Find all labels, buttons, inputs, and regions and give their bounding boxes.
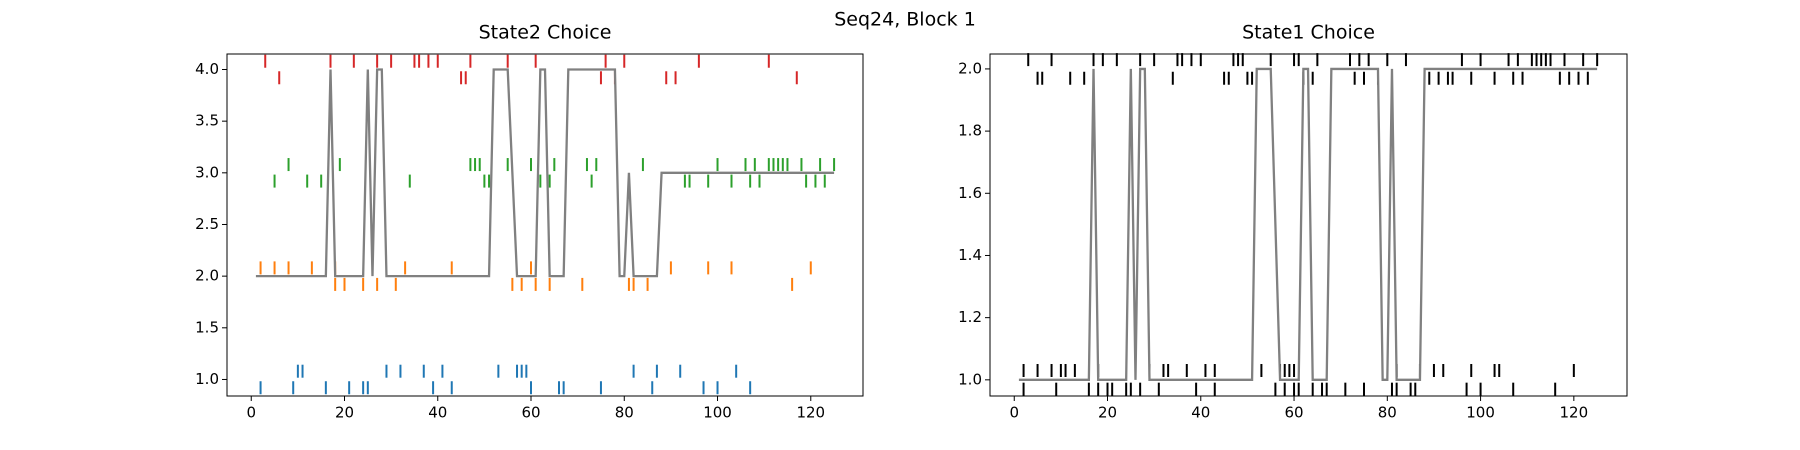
x-tick-label: 0 xyxy=(1009,404,1019,422)
x-tick-label: 60 xyxy=(521,404,540,422)
x-tick-label: 0 xyxy=(246,404,256,422)
figure-title: Seq24, Block 1 xyxy=(834,9,976,31)
y-tick-label: 3.0 xyxy=(195,163,219,181)
y-tick-label: 2.5 xyxy=(195,215,219,233)
choice-line xyxy=(255,68,835,278)
y-tick-label: 2.0 xyxy=(958,59,982,77)
y-tick-label: 4.0 xyxy=(195,60,219,78)
y-tick-label: 1.0 xyxy=(958,370,982,388)
x-tick-label: 20 xyxy=(335,404,354,422)
y-tick-label: 2.0 xyxy=(195,267,219,285)
y-tick-label: 1.8 xyxy=(958,122,982,140)
x-tick-label: 120 xyxy=(796,404,825,422)
y-tick-label: 3.5 xyxy=(195,112,219,130)
x-tick-label: 80 xyxy=(1378,404,1397,422)
x-tick-label: 80 xyxy=(615,404,634,422)
y-tick-label: 1.5 xyxy=(195,318,219,336)
x-tick-label: 20 xyxy=(1098,404,1117,422)
choice-line xyxy=(1018,67,1598,381)
x-tick-label: 60 xyxy=(1284,404,1303,422)
axes-title: State2 Choice xyxy=(479,22,612,44)
y-tick-label: 1.4 xyxy=(958,246,982,264)
y-tick-label: 1.2 xyxy=(958,308,982,326)
axes-frame xyxy=(989,53,1628,397)
x-tick-label: 40 xyxy=(1191,404,1210,422)
y-tick-label: 1.6 xyxy=(958,184,982,202)
x-tick-label: 120 xyxy=(1560,404,1589,422)
y-tick-label: 1.0 xyxy=(195,370,219,388)
x-tick-label: 100 xyxy=(1466,404,1495,422)
x-tick-label: 40 xyxy=(428,404,447,422)
x-tick-label: 100 xyxy=(703,404,732,422)
axes-frame xyxy=(226,53,864,397)
axes-title: State1 Choice xyxy=(1242,22,1375,44)
